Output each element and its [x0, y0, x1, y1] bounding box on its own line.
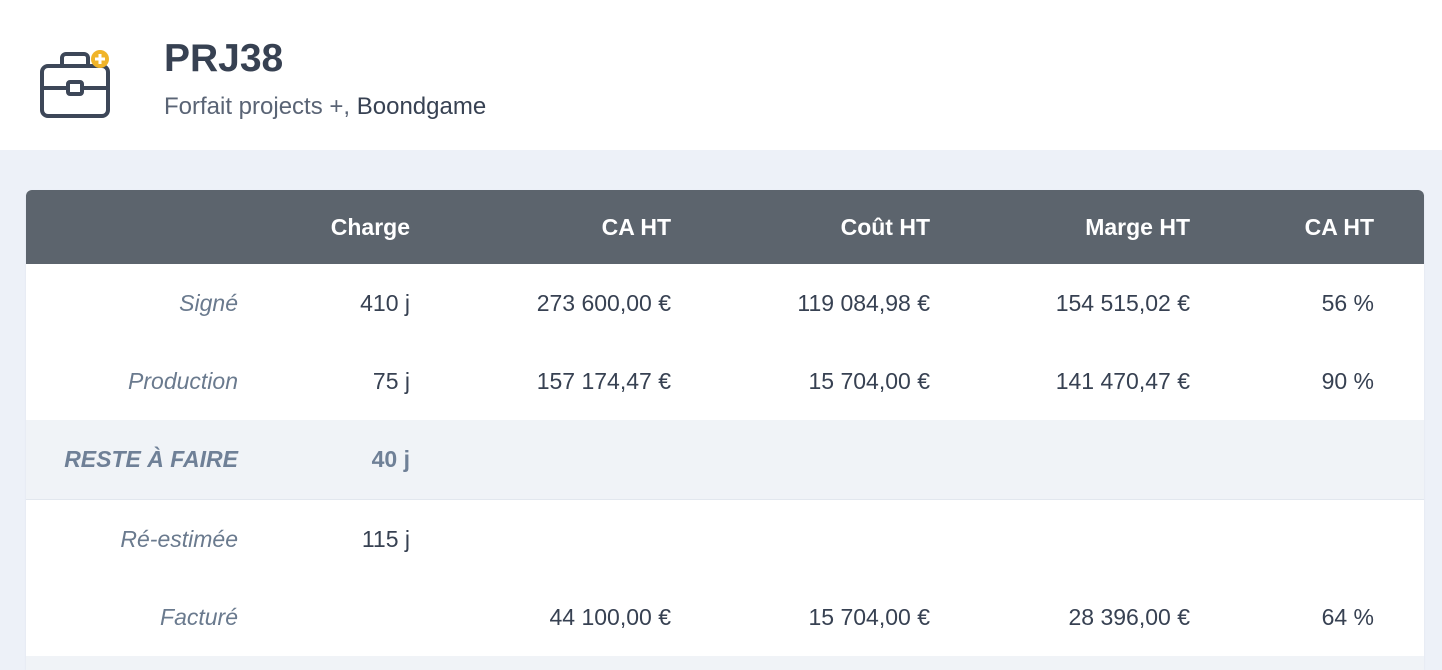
charge-value: 115 j	[361, 526, 410, 552]
marge-value: 154 515,02 €	[1055, 290, 1190, 316]
briefcase-plus-icon	[40, 50, 110, 118]
table-row: Production 75 j 157 174,47 € 15 704,00 €…	[26, 342, 1424, 420]
marge-value: 28 396,00 €	[1068, 604, 1190, 630]
cout-value: 119 084,98 €	[797, 290, 930, 316]
page-header: PRJ38 Forfait projects +, Boondgame	[0, 0, 1442, 150]
pct-value: 64 %	[1321, 604, 1374, 630]
table-row-next	[26, 656, 1424, 670]
cout-value: 15 704,00 €	[808, 604, 930, 630]
row-label: Production	[128, 368, 238, 394]
row-label: Facturé	[160, 604, 238, 630]
col-marge-ht: Marge HT	[1085, 214, 1190, 240]
charge-value: 40 j	[371, 446, 410, 472]
pct-value: 90 %	[1321, 368, 1374, 394]
row-label: RESTE À FAIRE	[64, 446, 238, 472]
charge-value: 75 j	[372, 368, 410, 394]
table-header: Charge CA HT Coût HT Marge HT CA HT	[26, 190, 1424, 264]
page-subtitle: Forfait projects +, Boondgame	[164, 92, 486, 122]
ca-value: 157 174,47 €	[536, 368, 671, 394]
col-ca-ht-pct: CA HT	[1304, 214, 1374, 240]
ca-value: 273 600,00 €	[536, 290, 671, 316]
company-link[interactable]: Boondgame	[356, 93, 487, 120]
col-cout-ht: Coût HT	[840, 214, 930, 240]
table-row: Signé 410 j 273 600,00 € 119 084,98 € 15…	[26, 264, 1424, 342]
page-title: PRJ38	[164, 37, 284, 80]
charge-value: 410 j	[360, 290, 410, 316]
summary-table: Charge CA HT Coût HT Marge HT CA HT Sign…	[26, 190, 1424, 670]
table-row: Ré-estimée 115 j	[26, 500, 1424, 578]
marge-value: 141 470,47 €	[1055, 368, 1190, 394]
col-charge: Charge	[330, 214, 410, 240]
subtitle-prefix: Forfait projects +,	[164, 93, 351, 120]
cout-value: 15 704,00 €	[808, 368, 930, 394]
ca-value: 44 100,00 €	[549, 604, 671, 630]
pct-value: 56 %	[1321, 290, 1374, 316]
row-label: Ré-estimée	[120, 526, 238, 552]
table-row-highlight: RESTE À FAIRE 40 j	[26, 420, 1424, 500]
row-label: Signé	[179, 290, 238, 316]
table-row: Facturé 44 100,00 € 15 704,00 € 28 396,0…	[26, 578, 1424, 656]
col-ca-ht: CA HT	[601, 214, 671, 240]
